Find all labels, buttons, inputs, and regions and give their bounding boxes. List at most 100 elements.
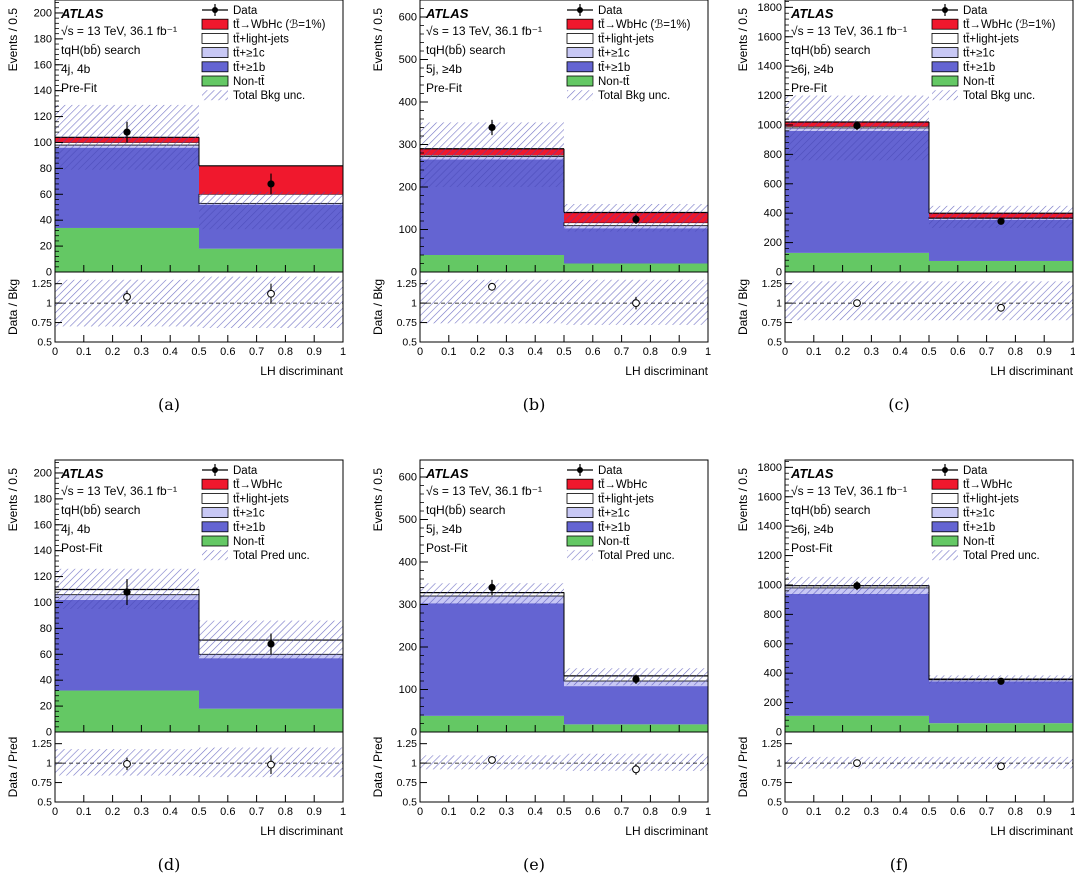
fit-label: Post-Fit (426, 541, 468, 555)
legend-label: tt̄+≥1c (598, 47, 630, 59)
y-tick-label: 300 (399, 599, 417, 611)
x-tick-label: 0 (417, 346, 423, 358)
panel-d: 0 20 40 60 80 100 120 140 160 180 200 Events / 0.5 A… (6, 459, 346, 874)
data-point (997, 677, 1005, 685)
x-axis-label: LH discriminant (625, 364, 708, 378)
legend-label: Data (598, 465, 623, 477)
x-tick-label: 0.2 (105, 806, 120, 818)
energy-label: √s = 13 TeV, 36.1 fb⁻¹ (426, 24, 542, 38)
ratio-plot (55, 747, 343, 778)
y-axis-label: Events / 0.5 (371, 8, 385, 72)
data-point (488, 583, 496, 592)
x-axis-label: LH discriminant (260, 364, 343, 378)
ratio-y-tick-label: 0.75 (32, 317, 53, 329)
legend-swatch-c (566, 507, 594, 519)
energy-label: √s = 13 TeV, 36.1 fb⁻¹ (61, 484, 177, 498)
x-tick-label: 0.3 (134, 346, 149, 358)
legend-unc-swatch (932, 90, 958, 101)
legend-label: tt̄→WbHc (233, 479, 282, 491)
y-tick-label: 200 (34, 467, 52, 479)
y-tick-label: 600 (399, 472, 417, 484)
y-axis-label: Events / 0.5 (736, 8, 750, 72)
legend-swatch-c (566, 47, 594, 58)
stack-bar-nontt (55, 690, 199, 732)
y-tick-label: 140 (34, 85, 52, 97)
x-axis-label: LH discriminant (990, 364, 1073, 378)
ratio-y-tick-label: 0.75 (32, 777, 53, 789)
x-tick-label: 1 (1070, 346, 1075, 358)
search-label: tqH(bb̄) search (791, 43, 870, 57)
stack-bar-nontt (929, 260, 1073, 272)
x-tick-label: 0.8 (643, 806, 658, 818)
legend-label: tt̄+light-jets (598, 493, 654, 505)
legend-label: Non-tt̄ (598, 76, 630, 88)
stack-bar-nontt (785, 715, 929, 732)
legend-label: Total Pred unc. (598, 550, 675, 562)
ratio-plot (785, 756, 1073, 771)
stack-bar-nontt (199, 248, 343, 272)
ratio-y-tick-label: 1 (776, 758, 782, 770)
y-tick-label: 1000 (758, 119, 782, 131)
x-tick-label: 0 (782, 806, 788, 818)
y-tick-label: 200 (399, 182, 417, 194)
legend-swatch-c (931, 47, 959, 58)
legend-label: Data (963, 5, 988, 17)
data-point (632, 215, 640, 223)
y-tick-label: 1800 (758, 2, 782, 14)
legend-swatch-signal (931, 18, 959, 30)
x-tick-label: 0.2 (105, 346, 120, 358)
legend-data-marker (942, 467, 948, 473)
legend-label: Data (233, 5, 258, 17)
fit-label: Pre-Fit (791, 81, 828, 95)
legend-label: tt̄→WbHc (ℬ=1%) (598, 19, 691, 31)
y-tick-label: 800 (764, 149, 782, 161)
stack-bar-nontt (420, 715, 564, 732)
ratio-point (632, 299, 640, 308)
y-tick-label: 800 (764, 609, 782, 621)
legend-unc-swatch (567, 90, 593, 101)
ratio-y-tick-label: 1 (776, 298, 782, 310)
legend-label: tt̄→WbHc (ℬ=1%) (233, 19, 326, 31)
x-tick-label: 0.2 (835, 346, 850, 358)
data-point (267, 640, 275, 648)
y-tick-label: 400 (399, 557, 417, 569)
x-tick-label: 0.6 (950, 346, 965, 358)
x-tick-label: 0.5 (921, 346, 936, 358)
legend-label: tt̄+≥1c (598, 507, 630, 519)
stack-bar-b (199, 658, 343, 709)
fit-label: Post-Fit (61, 541, 103, 555)
ratio-point (997, 762, 1005, 771)
y-tick-label: 500 (399, 514, 417, 526)
unc-band (199, 191, 343, 230)
x-tick-label: 0.1 (806, 346, 821, 358)
x-tick-label: 0.1 (441, 806, 456, 818)
ratio-y-tick-label: 1 (411, 758, 417, 770)
stack-bar-nontt (785, 252, 929, 272)
legend-unc-swatch (567, 550, 593, 561)
x-tick-label: 0 (52, 806, 58, 818)
legend-swatch-b (201, 61, 229, 73)
x-tick-label: 0.6 (585, 346, 600, 358)
y-tick-label: 600 (764, 638, 782, 650)
legend-label: tt̄+light-jets (963, 493, 1019, 505)
x-tick-label: 0.4 (893, 806, 908, 818)
legend-unc-swatch (202, 550, 228, 561)
stack-bar-nontt (564, 263, 708, 272)
search-label: tqH(bb̄) search (426, 43, 505, 57)
region-label: 5j, ≥4b (426, 62, 462, 76)
panel-a: 0 20 40 60 80 100 120 140 160 180 200 Events / 0.5 A… (6, 0, 346, 414)
y-tick-label: 300 (399, 139, 417, 151)
ratio-point (488, 756, 496, 764)
x-axis-label: LH discriminant (990, 824, 1073, 838)
x-tick-label: 0.1 (441, 346, 456, 358)
legend-label: Data (963, 465, 988, 477)
ratio-y-tick-label: 1.25 (397, 278, 418, 290)
y-tick-label: 0 (411, 267, 417, 279)
x-tick-label: 0.1 (76, 346, 91, 358)
legend-data-marker (212, 7, 218, 13)
region-label: ≥6j, ≥4b (791, 62, 834, 76)
x-tick-label: 0.8 (278, 346, 293, 358)
y-tick-label: 400 (399, 97, 417, 109)
ratio-y-tick-label: 0.5 (37, 337, 52, 349)
